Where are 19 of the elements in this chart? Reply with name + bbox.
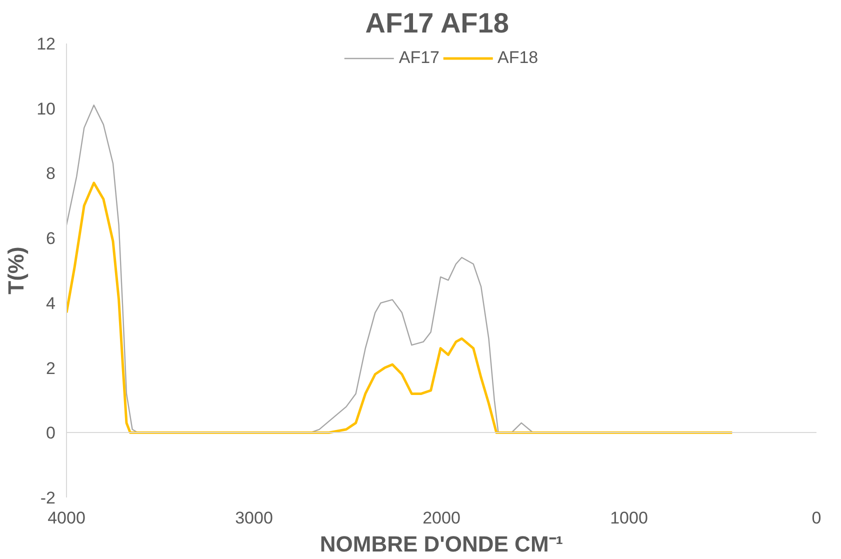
- y-tick-label: 6: [46, 229, 56, 248]
- legend-label: AF17: [398, 48, 440, 68]
- y-tick-label: 12: [36, 34, 56, 54]
- legend-label: AF18: [498, 48, 538, 68]
- y-tick-label: 10: [36, 99, 56, 118]
- x-tick-label: 0: [812, 508, 822, 528]
- y-tick-label: 0: [46, 424, 56, 443]
- line-series: [66, 182, 734, 434]
- x-tick-label: 4000: [48, 508, 86, 528]
- x-tick-label: 3000: [235, 508, 273, 528]
- y-axis-title: T(%): [4, 246, 29, 294]
- x-tick-label: 2000: [422, 508, 460, 528]
- y-tick-label: 8: [46, 164, 56, 184]
- y-tick-label: 2: [46, 358, 56, 378]
- x-axis-title: NOMBRE D'ONDE CM⁻¹: [320, 532, 564, 556]
- x-tick-label: 1000: [610, 508, 648, 528]
- y-tick-label: 4: [46, 294, 56, 313]
- chart-title: AF17 AF18: [365, 8, 509, 38]
- y-tick-label: -2: [40, 488, 56, 508]
